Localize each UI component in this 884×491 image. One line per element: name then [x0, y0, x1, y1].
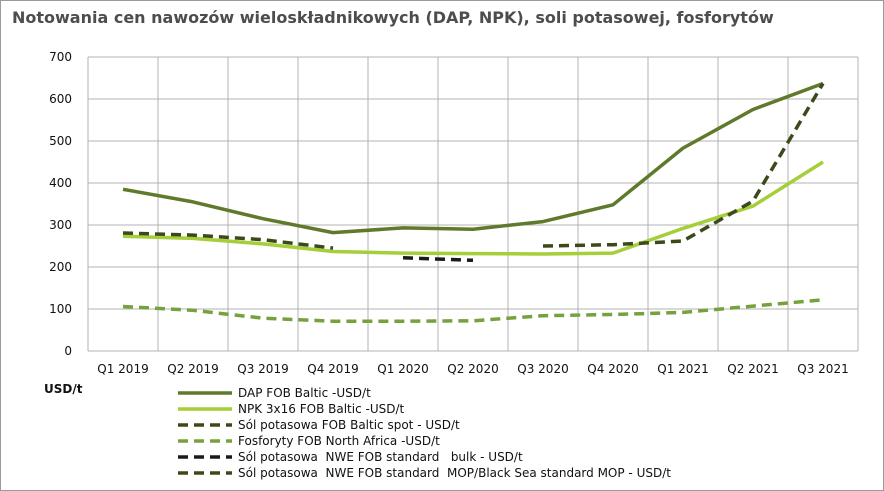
x-tick-label: Q3 2020: [517, 362, 568, 376]
legend-entry: Sól potasowa FOB Baltic spot - USD/t: [238, 418, 460, 432]
series-lines: [122, 81, 825, 323]
chart-title: Notowania cen nawozów wieloskładnikowych…: [12, 8, 774, 27]
y-tick-label: 500: [49, 134, 72, 148]
x-tick-label: Q2 2021: [727, 362, 778, 376]
series-line: [122, 81, 824, 235]
x-tick-label: Q2 2020: [447, 362, 498, 376]
x-tick-label: Q1 2020: [377, 362, 428, 376]
legend-entry: DAP FOB Baltic -USD/t: [238, 386, 371, 400]
x-tick-label: Q3 2021: [797, 362, 848, 376]
x-tick-label: Q3 2019: [237, 362, 288, 376]
y-axis-label: USD/t: [44, 382, 83, 396]
x-tick-label: Q2 2019: [167, 362, 218, 376]
y-tick-label: 0: [64, 344, 72, 358]
x-tick-labels: Q1 2019 Q2 2019 Q3 2019 Q4 2019 Q1 2020 Q2 20…: [97, 362, 848, 376]
y-tick-label: 600: [49, 92, 72, 106]
y-tick-label: 100: [49, 302, 72, 316]
series-line: [402, 256, 474, 263]
y-tick-label: 200: [49, 260, 72, 274]
legend-entry: Sól potasowa NWE FOB standard bulk - USD…: [238, 450, 523, 464]
x-tick-label: Q1 2021: [657, 362, 708, 376]
legend-entry: NPK 3x16 FOB Baltic -USD/t: [238, 402, 404, 416]
series-line: [122, 298, 824, 323]
gridlines: [87, 56, 859, 352]
legend-entry: Sól potasowa NWE FOB standard MOP/Black …: [238, 466, 671, 480]
x-tick-label: Q1 2019: [97, 362, 148, 376]
x-tick-label: Q4 2020: [587, 362, 638, 376]
y-tick-label: 400: [49, 176, 72, 190]
x-tick-label: Q4 2019: [307, 362, 358, 376]
legend-entry: Fosforyty FOB North Africa -USD/t: [238, 434, 440, 448]
y-tick-labels: 0 100 200 300 400 500 600 700: [49, 50, 72, 358]
series-line: [122, 231, 334, 250]
legend: DAP FOB Baltic -USD/t NPK 3x16 FOB Baltic…: [178, 386, 671, 480]
y-tick-label: 300: [49, 218, 72, 232]
series-line: [122, 160, 824, 256]
y-tick-label: 700: [49, 50, 72, 64]
series-line: [542, 82, 825, 248]
